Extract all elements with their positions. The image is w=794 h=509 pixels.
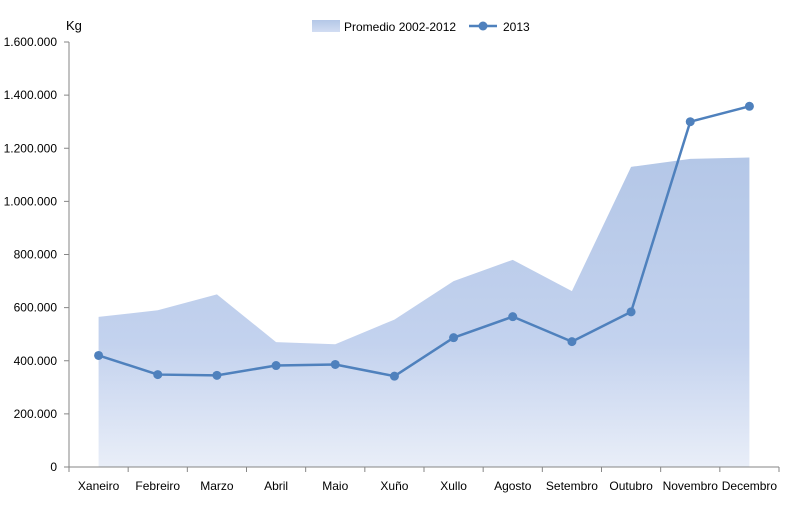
x-tick-label: Xuño: [380, 479, 408, 493]
legend-area-label: Promedio 2002-2012: [344, 20, 456, 34]
x-tick-label: Outubro: [609, 479, 653, 493]
legend-line-marker: [478, 21, 488, 31]
x-tick-label: Abril: [264, 479, 288, 493]
line-point-2013: [94, 350, 104, 360]
y-tick-label: 1.600.000: [4, 35, 58, 49]
x-tick-label: Marzo: [200, 479, 234, 493]
legend: Promedio 2002-2012 2013: [312, 20, 530, 34]
x-tick-label: Febreiro: [135, 479, 180, 493]
y-tick-label: 1.400.000: [4, 88, 58, 102]
x-tick-label: Xullo: [440, 479, 467, 493]
line-point-2013: [449, 333, 459, 343]
y-tick-label: 1.000.000: [4, 194, 58, 208]
line-point-2013: [389, 371, 399, 381]
y-tick-label: 200.000: [14, 407, 58, 421]
x-tick-label: Decembro: [722, 479, 778, 493]
x-tick-label: Xaneiro: [78, 479, 120, 493]
line-point-2013: [626, 307, 636, 317]
x-tick-label: Maio: [322, 479, 348, 493]
y-tick-label: 800.000: [14, 248, 58, 262]
y-axis-unit: Kg: [66, 18, 82, 33]
line-point-2013: [685, 117, 695, 127]
area-series-promedio: [98, 157, 750, 467]
plot-area: 0 200.000 400.000 600.000 800.000 1.000.000 1.…: [4, 35, 780, 493]
line-series-2013: [98, 105, 750, 378]
line-point-2013: [330, 359, 340, 369]
line-point-2013: [744, 101, 754, 111]
line-point-2013: [212, 370, 222, 380]
line-point-2013: [271, 361, 281, 371]
y-tick-label: 400.000: [14, 354, 58, 368]
y-tick-label: 1.200.000: [4, 141, 58, 155]
x-tick-label: Setembro: [546, 479, 598, 493]
legend-area-swatch: [312, 20, 340, 32]
line-point-2013: [153, 370, 163, 380]
line-point-2013: [508, 312, 518, 322]
x-tick-label: Agosto: [494, 479, 532, 493]
y-tick-label: 0: [50, 460, 57, 474]
legend-line-label: 2013: [503, 20, 530, 34]
line-point-2013: [567, 337, 577, 347]
x-tick-label: Novembro: [663, 479, 719, 493]
y-tick-label: 600.000: [14, 301, 58, 315]
